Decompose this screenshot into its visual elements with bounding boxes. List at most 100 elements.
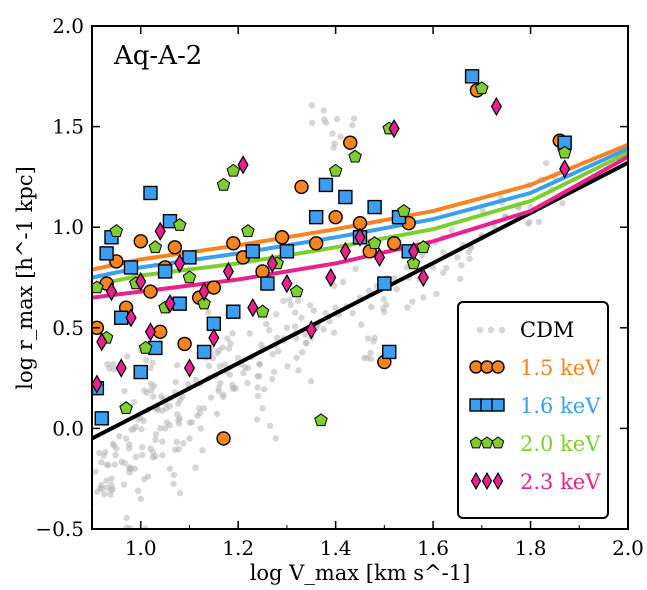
cdm-point	[487, 326, 495, 334]
cdm-point	[98, 459, 105, 466]
marker-2p3kev	[470, 471, 482, 491]
marker-1p5kev	[491, 360, 505, 374]
cdm-point	[457, 275, 464, 283]
marker-2p0kev	[557, 145, 572, 159]
cdm-point	[192, 464, 199, 471]
legend-label: 1.5 keV	[520, 356, 601, 380]
cdm-point	[186, 435, 193, 442]
cdm-point	[121, 459, 128, 467]
cdm-point	[142, 356, 150, 364]
marker-1p6kev	[260, 276, 275, 291]
marker-2p3kev	[490, 96, 502, 117]
cdm-point	[139, 443, 146, 451]
marker-1p6kev	[245, 244, 261, 259]
marker-2p0kev	[148, 240, 163, 254]
cdm-point	[383, 301, 390, 308]
cdm-point	[205, 362, 213, 370]
cdm-point	[175, 420, 183, 427]
marker-1p6kev	[279, 244, 295, 259]
marker-2p0kev	[328, 163, 343, 177]
model-curve	[92, 142, 628, 272]
marker-1p5kev	[469, 360, 483, 374]
cdm-point	[227, 340, 234, 347]
marker-1p6kev	[196, 344, 212, 360]
marker-2p0kev	[475, 81, 489, 95]
marker-2p3kev	[154, 221, 166, 241]
marker-1p5kev	[133, 234, 148, 249]
marker-1p6kev	[99, 246, 114, 261]
marker-2p0kev	[138, 340, 153, 354]
marker-2p0kev	[92, 280, 104, 294]
marker-2p3kev	[354, 227, 366, 247]
marker-2p3kev	[237, 155, 249, 175]
cdm-point	[333, 115, 341, 123]
cdm-point	[205, 309, 212, 316]
marker-1p5kev	[255, 264, 270, 279]
marker-2p3kev	[325, 267, 337, 288]
cdm-point	[443, 264, 450, 272]
y-axis-label: log r_max [h^-1 kpc]	[13, 166, 37, 390]
marker-2p3kev	[164, 293, 176, 314]
marker-2p0kev	[469, 436, 483, 449]
cdm-point	[152, 436, 159, 443]
model-curve	[92, 155, 628, 300]
cdm-point	[109, 485, 117, 493]
cdm-point	[454, 254, 461, 261]
marker-2p3kev	[144, 322, 156, 342]
cdm-point	[229, 330, 236, 337]
marker-2p3kev	[281, 273, 293, 294]
cdm-point	[166, 422, 173, 429]
marker-2p0kev	[216, 177, 231, 191]
model-curve	[92, 146, 628, 280]
cdm-point	[364, 335, 372, 342]
cdm-point	[291, 323, 299, 330]
cdm-point	[122, 435, 130, 442]
cdm-point	[170, 471, 178, 479]
cdm-point	[542, 159, 550, 167]
cdm-point	[147, 364, 154, 372]
cdm-point	[365, 287, 373, 294]
cdm-point	[144, 473, 152, 480]
cdm-point	[188, 418, 196, 426]
marker-2p0kev	[109, 224, 124, 237]
cdm-point	[200, 405, 208, 412]
cdm-point	[350, 115, 358, 122]
cdm-point	[232, 385, 239, 392]
cdm-point	[140, 417, 147, 425]
cdm-point	[337, 133, 344, 140]
marker-1p6kev	[480, 398, 494, 412]
cdm-point	[293, 354, 300, 362]
cdm-point	[524, 220, 532, 227]
cdm-point	[161, 425, 169, 432]
cdm-point	[100, 452, 108, 459]
cdm-point	[273, 311, 280, 318]
cdm-point	[307, 378, 315, 385]
cdm-point	[215, 388, 222, 395]
legend-box	[457, 301, 609, 519]
marker-1p6kev	[143, 185, 158, 201]
cdm-point	[479, 207, 486, 214]
cdm-point	[321, 116, 328, 123]
marker-1p6kev	[491, 398, 505, 412]
cdm-point	[196, 409, 204, 417]
marker-1p6kev	[133, 364, 148, 380]
marker-1p6kev	[226, 304, 241, 319]
cdm-point	[209, 355, 217, 362]
cdm-point	[131, 465, 138, 472]
marker-2p3kev	[174, 253, 186, 274]
cdm-point	[138, 425, 145, 433]
cdm-point	[134, 487, 142, 495]
plot-title: Aq-A-2	[113, 41, 202, 71]
marker-2p0kev	[367, 236, 382, 250]
cdm-point	[123, 524, 130, 529]
marker-1p6kev	[367, 199, 382, 215]
cdm-point	[301, 331, 309, 338]
marker-2p3kev	[96, 332, 108, 352]
cdm-point	[286, 296, 293, 303]
cdm-point	[380, 308, 388, 316]
x-axis-label: log V_max [km s^-1]	[250, 561, 471, 585]
cdm-point	[159, 438, 166, 445]
marker-2p3kev	[339, 241, 351, 262]
marker-2p3kev	[408, 241, 420, 262]
cdm-point	[320, 107, 328, 114]
